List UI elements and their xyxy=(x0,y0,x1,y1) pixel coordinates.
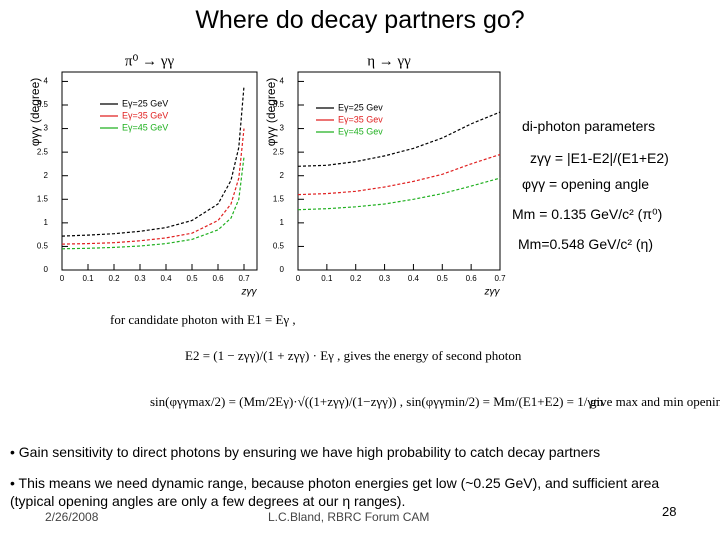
side-text: zγγ = |E1-E2|/(E1+E2) xyxy=(530,150,669,166)
data-line xyxy=(61,128,245,245)
x-tick-label: 0 xyxy=(60,274,65,283)
x-tick-label: 0 xyxy=(296,274,301,283)
plot-frame xyxy=(297,71,501,271)
y-tick-label: 0 xyxy=(44,265,49,274)
y-tick-label: 3.5 xyxy=(273,100,285,109)
y-tick-label: 0 xyxy=(280,265,285,274)
data-line xyxy=(61,156,245,250)
y-tick-label: 1 xyxy=(280,218,285,227)
y-tick-label: 3 xyxy=(280,124,285,133)
formula: give max and min opening angle xyxy=(590,394,720,409)
y-tick-label: 1 xyxy=(44,218,49,227)
data-line xyxy=(297,153,501,196)
y-tick-label: 2 xyxy=(280,171,285,180)
x-tick-label: 0.5 xyxy=(186,274,198,283)
formula: E2 = (1 − zγγ)/(1 + zγγ) · Eγ , gives th… xyxy=(185,348,522,363)
y-tick-label: 2.5 xyxy=(273,147,285,156)
page-number: 28 xyxy=(662,504,677,519)
data-line xyxy=(297,177,501,211)
side-text: Mm = 0.135 GeV/c² (π⁰) xyxy=(512,206,663,222)
legend-label: Eγ=35 Gev xyxy=(338,114,383,124)
x-tick-label: 0.3 xyxy=(134,274,146,283)
y-tick-label: 1.5 xyxy=(273,194,285,203)
y-axis-label: φγγ (degree) xyxy=(28,78,42,146)
x-axis-label: zγγ xyxy=(484,287,501,298)
x-tick-label: 0.6 xyxy=(466,274,478,283)
footer-date: 2/26/2008 xyxy=(45,510,99,524)
charts: π⁰ → γγ φγγ (degree) zγγ 0 0.5 1 1.5 2 2.5 3 3.5 4 0… xyxy=(28,53,506,298)
y-axis-label: φγγ (degree) xyxy=(264,78,278,146)
x-tick-label: 0.5 xyxy=(437,274,449,283)
y-tick-label: 0.5 xyxy=(273,242,285,251)
y-tick-label: 2 xyxy=(44,171,49,180)
y-tick-label: 3.5 xyxy=(37,100,49,109)
x-tick-label: 0.1 xyxy=(321,274,333,283)
legend-label: Eγ=35 GeV xyxy=(122,110,168,120)
chart-title: π⁰ → γγ xyxy=(125,53,175,69)
slide-title: Where do decay partners go? xyxy=(195,6,525,34)
x-tick-label: 0.4 xyxy=(160,274,172,283)
x-tick-label: 0.7 xyxy=(238,274,250,283)
data-line xyxy=(61,86,245,237)
legend-label: Eγ=25 Gev xyxy=(338,102,383,112)
y-tick-label: 4 xyxy=(280,77,285,86)
side-text: Mm=0.548 GeV/c² (η) xyxy=(518,236,653,252)
formula: sin(φγγmax/2) = (Mm/2Eγ)·√((1+zγγ)/(1−zγ… xyxy=(150,394,604,409)
x-tick-label: 0.4 xyxy=(408,274,420,283)
y-tick-label: 2.5 xyxy=(37,147,49,156)
x-tick-label: 0.3 xyxy=(379,274,391,283)
side-text: di-photon parameters xyxy=(522,118,656,134)
y-tick-label: 4 xyxy=(44,77,49,86)
y-tick-label: 3 xyxy=(44,124,49,133)
legend-label: Eγ=25 GeV xyxy=(122,98,168,108)
plot-frame xyxy=(61,71,258,271)
y-tick-label: 1.5 xyxy=(37,194,49,203)
chart-title: η → γγ xyxy=(367,53,411,69)
legend-label: Eγ=45 Gev xyxy=(338,126,383,136)
formula: for candidate photon with E1 = Eγ , xyxy=(110,312,296,327)
bullet: • This means we need dynamic range, beca… xyxy=(10,475,660,509)
bullet: • Gain sensitivity to direct photons by … xyxy=(10,444,601,460)
x-tick-label: 0.2 xyxy=(108,274,120,283)
x-tick-label: 0.1 xyxy=(82,274,94,283)
y-tick-label: 0.5 xyxy=(37,242,49,251)
x-axis-label: zγγ xyxy=(241,287,258,298)
x-tick-label: 0.7 xyxy=(494,274,506,283)
legend-label: Eγ=45 GeV xyxy=(122,122,168,132)
side-text: φγγ = opening angle xyxy=(522,176,650,192)
footer-author: L.C.Bland, RBRC Forum CAM xyxy=(268,510,430,524)
x-tick-label: 0.2 xyxy=(350,274,362,283)
data-line xyxy=(297,111,501,167)
x-tick-label: 0.6 xyxy=(212,274,224,283)
